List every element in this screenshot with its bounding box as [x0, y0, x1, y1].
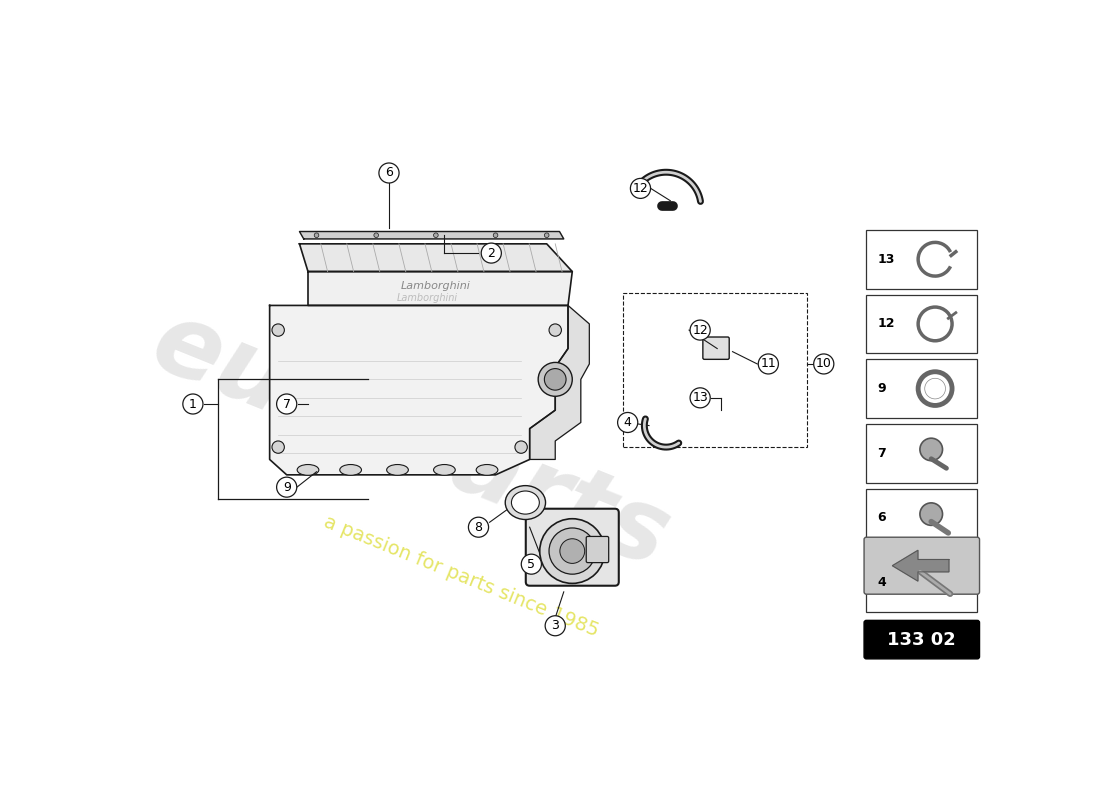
Polygon shape — [530, 306, 590, 459]
Text: 133 02: 133 02 — [888, 630, 956, 649]
Circle shape — [546, 616, 565, 636]
FancyBboxPatch shape — [586, 537, 608, 562]
FancyBboxPatch shape — [865, 538, 979, 594]
Text: 5: 5 — [527, 558, 536, 570]
Circle shape — [920, 503, 943, 526]
Circle shape — [276, 477, 297, 497]
Circle shape — [549, 528, 595, 574]
FancyBboxPatch shape — [867, 230, 977, 289]
Circle shape — [690, 320, 711, 340]
Ellipse shape — [512, 491, 539, 514]
Ellipse shape — [505, 486, 546, 519]
Circle shape — [183, 394, 204, 414]
FancyBboxPatch shape — [867, 294, 977, 353]
Circle shape — [315, 233, 319, 238]
Text: a passion for parts since 1985: a passion for parts since 1985 — [321, 513, 602, 641]
Circle shape — [481, 243, 502, 263]
Text: 13: 13 — [692, 391, 708, 404]
Circle shape — [920, 438, 943, 461]
Text: 1: 1 — [189, 398, 197, 410]
Text: 12: 12 — [877, 318, 894, 330]
Circle shape — [272, 441, 285, 454]
Ellipse shape — [297, 465, 319, 475]
Text: 8: 8 — [474, 521, 483, 534]
Circle shape — [272, 324, 285, 336]
Circle shape — [469, 517, 488, 538]
Circle shape — [433, 233, 438, 238]
Text: Lamborghini: Lamborghini — [397, 293, 458, 303]
Polygon shape — [270, 306, 568, 475]
Circle shape — [493, 233, 498, 238]
Circle shape — [544, 233, 549, 238]
Circle shape — [540, 518, 605, 583]
FancyBboxPatch shape — [867, 554, 977, 612]
Circle shape — [758, 354, 779, 374]
Text: Lamborghini: Lamborghini — [400, 281, 471, 290]
Circle shape — [378, 163, 399, 183]
Circle shape — [544, 369, 566, 390]
Ellipse shape — [433, 465, 455, 475]
FancyBboxPatch shape — [703, 337, 729, 359]
Text: 7: 7 — [283, 398, 290, 410]
Text: 4: 4 — [877, 576, 886, 589]
Circle shape — [521, 554, 541, 574]
Polygon shape — [892, 550, 949, 581]
FancyBboxPatch shape — [867, 489, 977, 547]
Text: 12: 12 — [632, 182, 648, 195]
Polygon shape — [299, 231, 563, 239]
Polygon shape — [299, 244, 572, 271]
Circle shape — [617, 413, 638, 433]
Circle shape — [276, 394, 297, 414]
Text: 6: 6 — [385, 166, 393, 179]
Text: 10: 10 — [816, 358, 832, 370]
Text: 4: 4 — [624, 416, 631, 429]
Circle shape — [515, 441, 527, 454]
Text: 11: 11 — [760, 358, 777, 370]
Ellipse shape — [387, 465, 408, 475]
Circle shape — [560, 538, 585, 563]
Circle shape — [630, 178, 650, 198]
Text: 12: 12 — [692, 323, 708, 337]
Text: 9: 9 — [877, 382, 886, 395]
Circle shape — [690, 388, 711, 408]
Ellipse shape — [340, 465, 362, 475]
Circle shape — [374, 233, 378, 238]
Circle shape — [925, 378, 946, 399]
Text: 9: 9 — [283, 481, 290, 494]
Circle shape — [814, 354, 834, 374]
Text: euroParts: euroParts — [138, 294, 683, 589]
Circle shape — [538, 362, 572, 396]
Text: 7: 7 — [877, 446, 886, 460]
Text: 6: 6 — [877, 511, 886, 525]
FancyBboxPatch shape — [867, 359, 977, 418]
FancyBboxPatch shape — [867, 424, 977, 482]
FancyBboxPatch shape — [526, 509, 619, 586]
Polygon shape — [308, 271, 572, 306]
Text: 3: 3 — [551, 619, 559, 632]
Text: 13: 13 — [877, 253, 894, 266]
FancyBboxPatch shape — [865, 620, 979, 659]
Ellipse shape — [476, 465, 498, 475]
Circle shape — [549, 324, 561, 336]
Text: 2: 2 — [487, 246, 495, 259]
